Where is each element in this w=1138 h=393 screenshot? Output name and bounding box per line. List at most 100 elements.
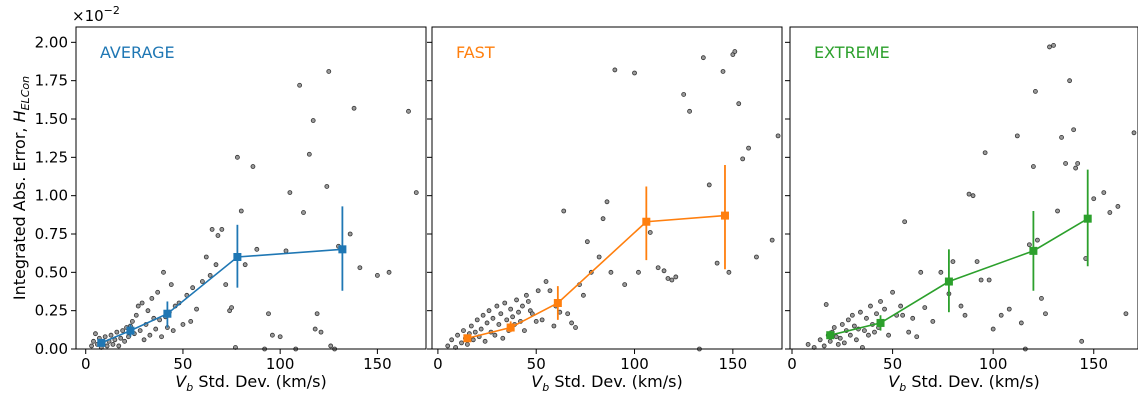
scatter-point	[547, 288, 553, 294]
series-marker	[720, 211, 729, 220]
scatter-point	[647, 230, 653, 235]
x-axis-label-subscript: b	[186, 381, 193, 393]
scatter-point	[608, 269, 614, 275]
scatter-point	[845, 317, 851, 323]
scatter-point	[478, 326, 484, 332]
series-marker	[338, 245, 347, 254]
panel-extreme: 0 50 100 150 Vb Std. Dev. (km/s) EXTREME	[785, 26, 1138, 393]
scatter-point	[89, 343, 94, 349]
scatter-point	[596, 254, 602, 260]
scatter-point	[110, 341, 116, 347]
x-axis-label-text: Std. Dev. (km/s)	[193, 372, 326, 391]
scatter-point	[827, 338, 833, 344]
scatter-point	[665, 276, 671, 281]
scatter-point	[445, 343, 451, 349]
scatter-point	[1063, 161, 1068, 166]
scatter-point	[864, 315, 869, 321]
scatter-point	[213, 262, 219, 268]
scatter-point	[1039, 295, 1044, 301]
scatter-point	[135, 303, 141, 309]
scatter-point	[242, 262, 248, 268]
scatter-point	[180, 322, 186, 327]
scatter-point	[314, 311, 320, 317]
panel-frame	[75, 26, 427, 350]
scatter-point	[147, 332, 153, 338]
scatter-point	[1014, 133, 1020, 139]
series-marker	[97, 338, 106, 347]
scatter-point	[1055, 208, 1060, 214]
scatter-point	[681, 92, 687, 97]
scatter-point	[746, 145, 751, 151]
scatter-point	[490, 315, 496, 321]
scatter-point	[581, 292, 586, 298]
series-marker	[642, 217, 651, 226]
x-tick-label: 100	[266, 355, 295, 373]
y-tick-label: 1.75	[35, 72, 68, 90]
scatter-point	[604, 199, 610, 205]
scatter-point	[229, 305, 234, 311]
scatter-point	[468, 323, 474, 329]
panel-average: 0.00 0.25 0.50 0.75 1.00 1.25 1.50 1.75 2.00 0 50 1…	[35, 26, 427, 393]
scatter-point	[114, 329, 120, 335]
x-tick-label: 50	[883, 355, 902, 373]
scatter-point	[565, 311, 571, 317]
scatter-point	[655, 265, 661, 271]
scatter-point	[145, 308, 151, 314]
scatter-point	[720, 69, 726, 74]
scatter-point	[1101, 190, 1107, 196]
scatter-point	[168, 282, 174, 288]
scatter-point	[938, 269, 944, 275]
scatter-point	[1079, 338, 1085, 344]
scatter-point	[194, 306, 199, 312]
scatter-point	[858, 309, 863, 315]
scatter-point	[950, 259, 956, 265]
x-axis-label-symbol: V	[531, 372, 543, 391]
scatter-point	[839, 322, 845, 327]
scatter-point	[1073, 165, 1079, 171]
y-tick-label: 0.50	[35, 263, 68, 281]
x-axis-label: Vb Std. Dev. (km/s)	[175, 372, 326, 393]
scatter-point	[149, 295, 155, 301]
scatter-point	[906, 329, 912, 335]
scatter-point	[520, 303, 525, 309]
scatter-point	[632, 70, 637, 76]
scatter-point	[1033, 89, 1038, 94]
scatter-point	[386, 269, 392, 275]
scatter-point	[266, 311, 271, 317]
series-marker	[826, 331, 835, 340]
panels-group: 0.00 0.25 0.50 0.75 1.00 1.25 1.50 1.75 2.00 0 50 1…	[35, 26, 1138, 393]
scatter-point	[139, 300, 145, 306]
scatter-point	[732, 49, 738, 54]
scatter-point	[287, 190, 293, 196]
scatter-point	[1035, 237, 1040, 243]
scatter-point	[966, 191, 972, 197]
scatter-point	[890, 289, 895, 295]
scatter-point	[116, 343, 122, 349]
scatter-point	[636, 269, 641, 275]
scatter-point	[930, 318, 936, 324]
scatter-point	[504, 317, 510, 323]
scatter-point	[328, 343, 334, 349]
scatter-point	[990, 326, 996, 332]
scatter-point	[543, 279, 549, 284]
scatter-point	[673, 274, 679, 280]
scatter-point	[1091, 196, 1097, 202]
y-tick-label: 1.25	[35, 148, 68, 166]
scatter-point	[494, 303, 500, 309]
x-axis-label-symbol: V	[175, 372, 187, 391]
scatter-point	[622, 282, 628, 288]
scatter-point	[122, 338, 128, 344]
scatter-point	[133, 312, 139, 318]
scatter-point	[500, 335, 506, 341]
scatter-point	[254, 246, 260, 252]
y-multiplier: ×10−2	[72, 4, 120, 25]
scatter-point	[413, 190, 419, 196]
scatter-point	[199, 279, 205, 284]
scatter-point	[277, 334, 283, 340]
scatter-point	[1051, 43, 1056, 48]
scatter-point	[878, 299, 883, 304]
scatter-point	[1026, 242, 1032, 248]
scatter-point	[283, 248, 289, 254]
scatter-point	[970, 193, 976, 199]
series-marker	[506, 323, 515, 332]
